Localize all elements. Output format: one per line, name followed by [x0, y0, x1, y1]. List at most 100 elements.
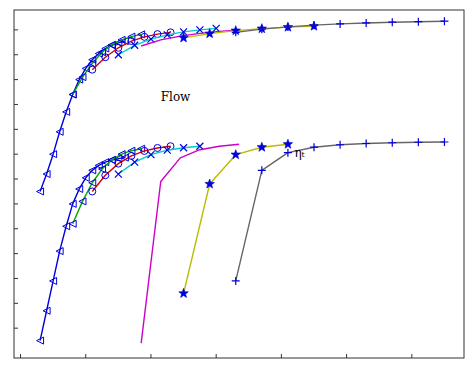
marker-triangle-left: [108, 156, 115, 163]
x-tick: [281, 354, 282, 358]
marker-star: [257, 142, 267, 151]
y-tick: [14, 29, 18, 30]
y-tick: [14, 228, 18, 229]
marker-circle: [115, 44, 122, 51]
marker-triangle-left: [76, 185, 83, 192]
marker-circle: [154, 144, 161, 151]
marker-x: [115, 51, 122, 58]
marker-plus: [414, 138, 422, 146]
series: [179, 139, 293, 297]
marker-plus: [258, 25, 266, 33]
marker-star: [205, 179, 215, 188]
annotation: Flow: [161, 90, 191, 104]
marker-star: [283, 139, 293, 148]
series: [115, 25, 220, 58]
marker-triangle-left: [82, 174, 89, 181]
marker-plus: [258, 166, 266, 174]
series: [141, 144, 239, 343]
series-line: [73, 149, 141, 224]
marker-triangle-left: [69, 200, 76, 207]
marker-plus: [388, 18, 396, 26]
marker-plus: [310, 143, 318, 151]
marker-triangle-left: [69, 91, 76, 98]
series: [89, 29, 174, 73]
marker-circle: [102, 172, 109, 179]
plot-frame: [14, 10, 464, 358]
series: [232, 138, 449, 285]
series: [37, 154, 129, 344]
marker-triangle-left: [56, 248, 63, 255]
series: [179, 21, 319, 42]
marker-plus: [388, 139, 396, 147]
marker-triangle-left: [118, 36, 125, 43]
series-line: [236, 142, 445, 281]
marker-star: [231, 150, 241, 159]
marker-x: [115, 171, 122, 178]
marker-x: [131, 159, 138, 166]
series-line: [184, 144, 288, 293]
series-line: [184, 26, 314, 38]
marker-plus: [362, 139, 370, 147]
marker-triangle-left: [108, 41, 115, 48]
y-tick: [14, 179, 18, 180]
marker-x: [196, 26, 203, 33]
marker-circle: [128, 152, 135, 159]
y-tick: [14, 79, 18, 80]
series-line: [73, 34, 141, 94]
series-line: [141, 144, 239, 343]
marker-plus: [362, 19, 370, 27]
x-tick: [346, 354, 347, 358]
series-line: [40, 158, 125, 341]
marker-star: [283, 22, 293, 31]
x-tick: [85, 354, 86, 358]
marker-circle: [115, 160, 122, 167]
marker-x: [164, 147, 171, 154]
x-tick: [150, 354, 151, 358]
marker-plus: [440, 17, 448, 25]
y-tick: [14, 129, 18, 130]
marker-circle: [89, 66, 96, 73]
marker-triangle-left: [69, 91, 76, 98]
marker-triangle-left: [118, 151, 125, 158]
series: [115, 143, 204, 178]
marker-star: [205, 29, 215, 38]
marker-triangle-left: [99, 49, 106, 56]
y-tick: [14, 54, 18, 55]
marker-x: [180, 144, 187, 151]
series: [69, 145, 144, 227]
marker-circle: [89, 188, 96, 195]
marker-triangle-left: [50, 151, 57, 158]
x-tick: [411, 354, 412, 358]
marker-triangle-left: [89, 179, 96, 186]
marker-star: [309, 21, 319, 30]
marker-plus: [336, 20, 344, 28]
annotations: Flow ηₜ: [161, 90, 305, 160]
marker-circle: [102, 54, 109, 61]
plot-area: [37, 17, 449, 344]
marker-plus: [440, 138, 448, 146]
y-tick: [14, 253, 18, 254]
marker-plus: [310, 21, 318, 29]
marker-triangle-left: [79, 198, 86, 205]
x-tick: [20, 354, 21, 358]
series-line: [92, 32, 170, 69]
y-tick: [14, 154, 18, 155]
marker-triangle-left: [43, 307, 50, 314]
marker-x: [164, 31, 171, 38]
y-tick: [14, 328, 18, 329]
series: [37, 38, 129, 195]
marker-triangle-left: [69, 220, 76, 227]
annotation: ηₜ: [294, 146, 304, 160]
marker-triangle-left: [37, 337, 44, 344]
x-tick: [216, 354, 217, 358]
marker-star: [179, 288, 189, 297]
marker-triangle-left: [43, 171, 50, 178]
series: [89, 143, 174, 195]
marker-triangle-left: [56, 128, 63, 135]
marker-plus: [284, 23, 292, 31]
series-line: [118, 146, 200, 174]
marker-plus: [284, 149, 292, 157]
marker-triangle-left: [63, 108, 70, 115]
y-tick: [14, 303, 18, 304]
marker-triangle-left: [89, 167, 96, 174]
